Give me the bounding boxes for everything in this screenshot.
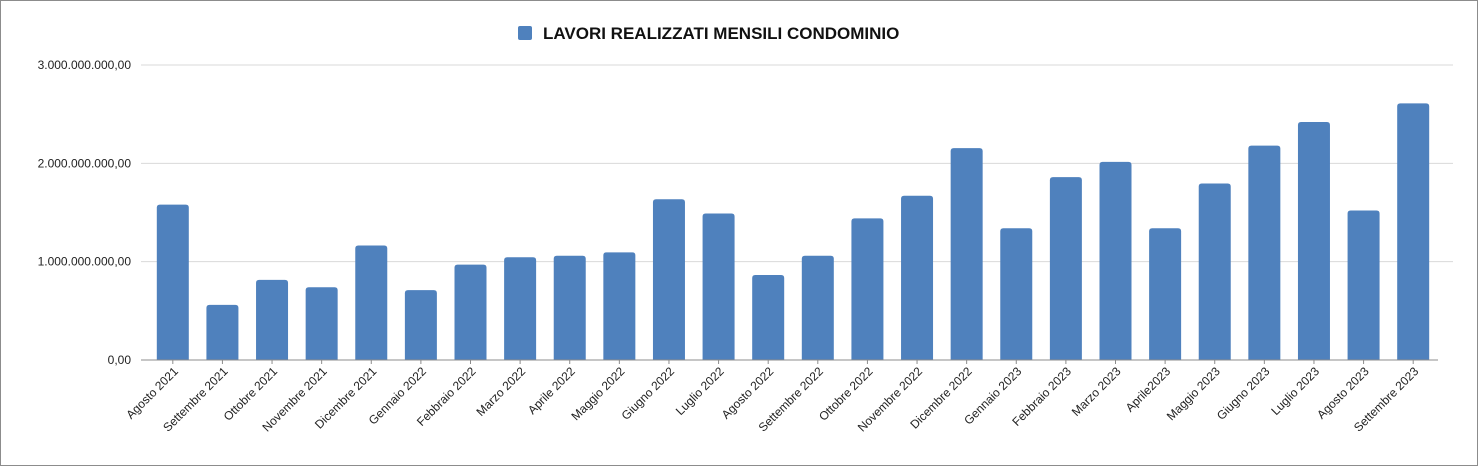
legend-swatch: [518, 26, 532, 40]
x-tick-label: Giugno 2022: [619, 364, 678, 423]
bar: [950, 148, 983, 360]
bar: [603, 252, 636, 360]
bar: [1000, 228, 1033, 360]
bar: [1198, 183, 1231, 360]
x-tick-label: Aprile2023: [1123, 364, 1174, 415]
bar: [702, 213, 735, 360]
bar: [1297, 122, 1330, 361]
bar: [1397, 103, 1430, 360]
x-tick-label: Aprile 2022: [525, 364, 578, 417]
bar: [206, 304, 239, 360]
bar: [553, 255, 586, 360]
y-tick-label: 3.000.000.000,00: [38, 58, 132, 72]
x-tick-label: Luglio 2022: [673, 364, 727, 418]
x-tick-label: Luglio 2023: [1268, 364, 1322, 418]
bar: [355, 245, 388, 360]
bars: [156, 103, 1430, 361]
bar: [1347, 210, 1380, 360]
y-axis: 0,00 1.000.000.000,00 2.000.000.000,00 3.00…: [38, 58, 132, 367]
bar: [752, 274, 785, 360]
bar: [901, 195, 934, 360]
bar: [1149, 228, 1182, 360]
chart-title: LAVORI REALIZZATI MENSILI CONDOMINIO: [543, 24, 899, 43]
bar: [1049, 177, 1082, 360]
bar: [851, 218, 884, 360]
bar: [404, 290, 437, 360]
x-tick-label: Giugno 2023: [1214, 364, 1273, 423]
y-tick-label: 2.000.000.000,00: [38, 156, 132, 170]
x-tick-label: Marzo 2022: [474, 364, 529, 419]
bar: [454, 264, 487, 360]
bar: [1248, 145, 1281, 360]
bar: [256, 279, 289, 360]
bar: [305, 287, 338, 360]
y-tick-label: 1.000.000.000,00: [38, 255, 132, 269]
bar: [1099, 161, 1132, 360]
x-tick-label: Marzo 2023: [1069, 364, 1124, 419]
bar: [801, 255, 834, 360]
legend: LAVORI REALIZZATI MENSILI CONDOMINIO: [518, 24, 899, 43]
bar: [504, 257, 537, 360]
bar: [156, 204, 189, 360]
y-tick-label: 0,00: [108, 353, 132, 367]
bar: [652, 199, 685, 360]
